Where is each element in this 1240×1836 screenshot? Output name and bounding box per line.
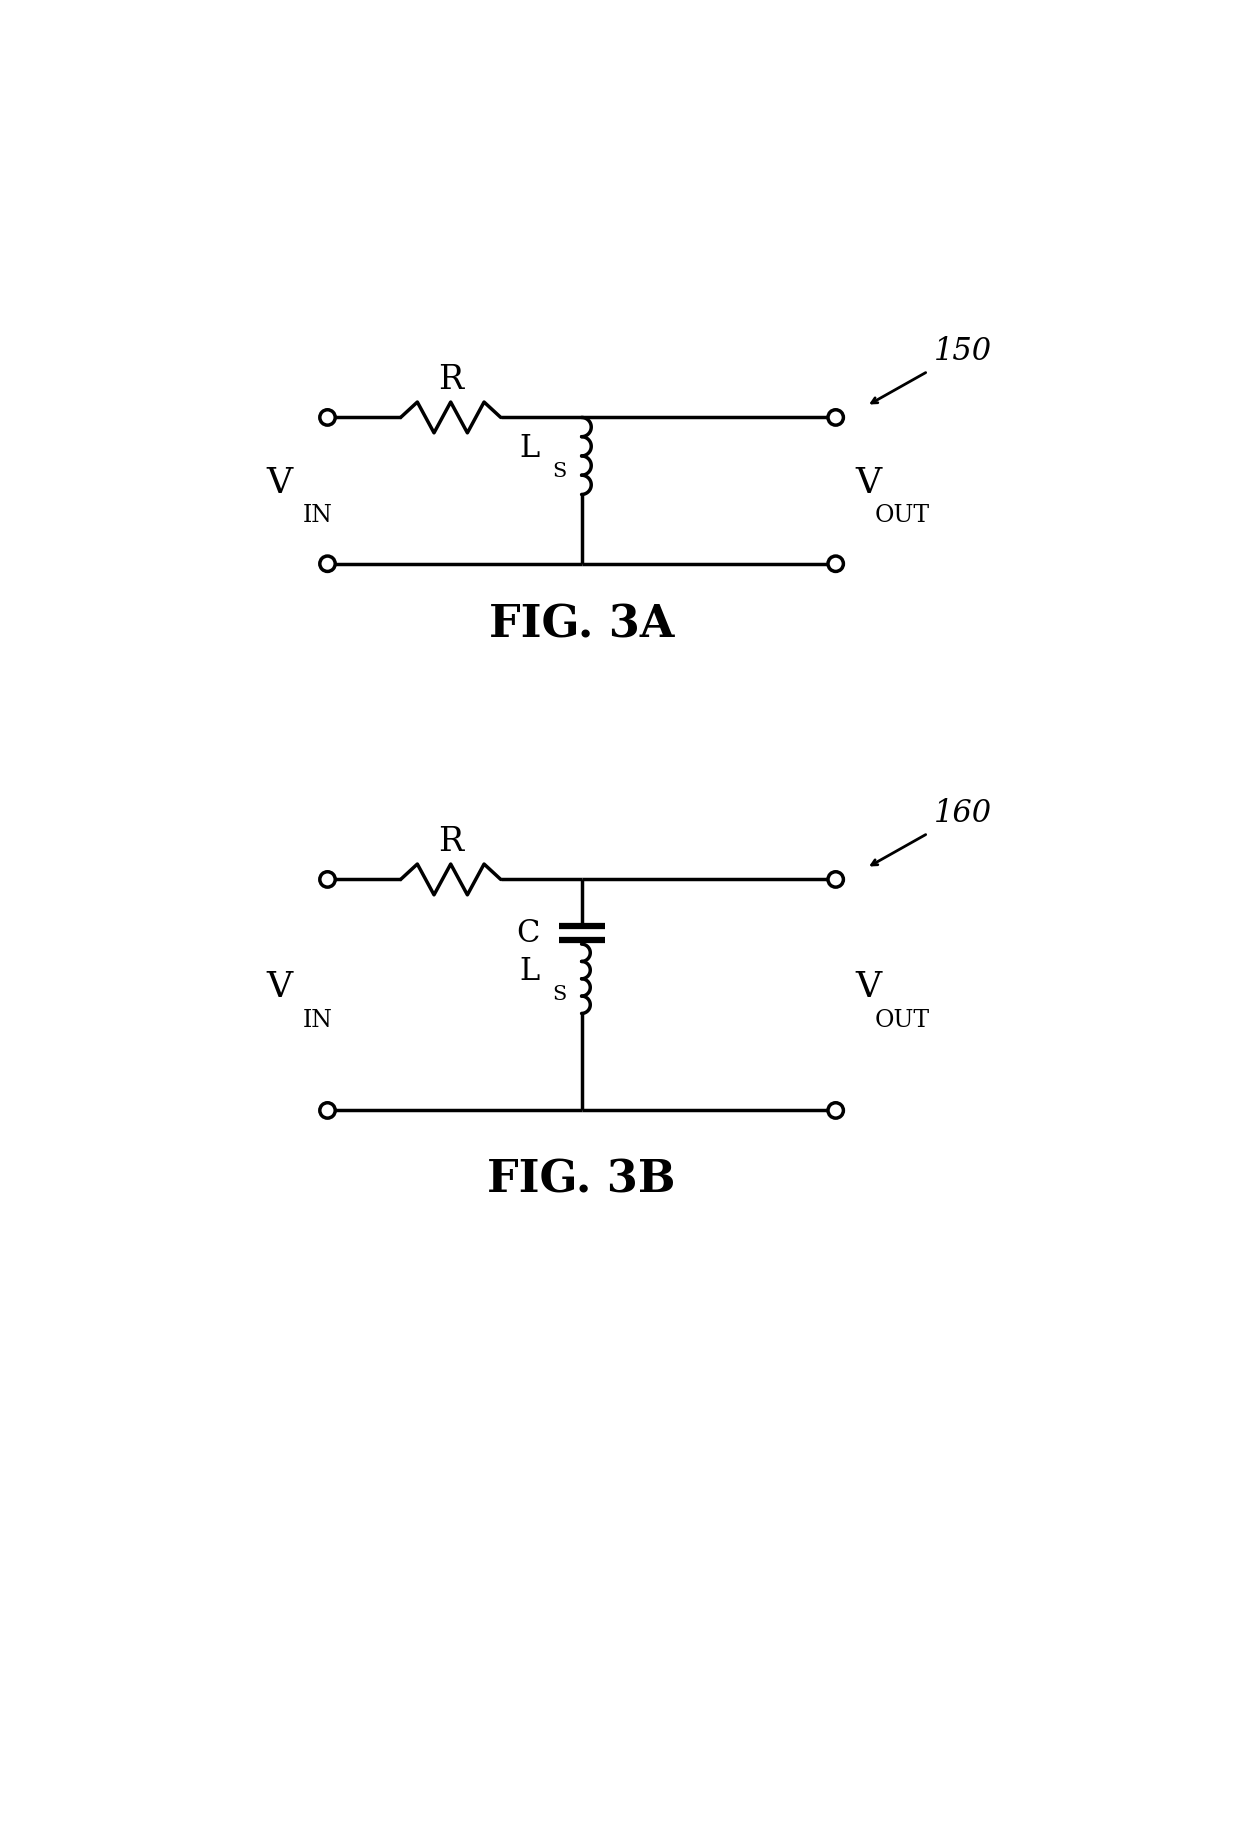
Text: S: S [552,984,567,1004]
Text: L: L [520,433,539,465]
Text: FIG. 3B: FIG. 3B [487,1159,676,1201]
Text: OUT: OUT [874,505,929,527]
Text: V: V [854,969,882,1004]
Text: OUT: OUT [874,1008,929,1032]
Text: L: L [520,955,539,986]
Text: 150: 150 [934,336,992,367]
Text: V: V [267,969,293,1004]
Text: IN: IN [303,1008,332,1032]
Text: S: S [552,463,567,481]
Text: C: C [516,918,539,949]
Text: 160: 160 [934,799,992,830]
Text: R: R [438,364,464,397]
Text: IN: IN [303,505,332,527]
Text: R: R [438,826,464,857]
Text: FIG. 3A: FIG. 3A [489,604,675,646]
Text: V: V [267,466,293,499]
Text: V: V [854,466,882,499]
